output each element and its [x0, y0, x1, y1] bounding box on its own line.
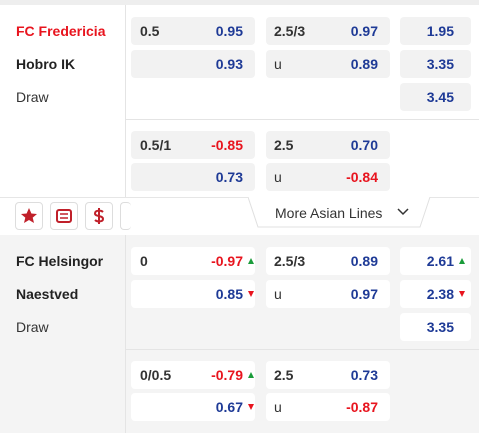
ticket-button[interactable] [50, 202, 78, 230]
away-team: Naestved [16, 286, 79, 302]
under-label: u [274, 286, 282, 302]
handicap-home: -0.97 [211, 253, 243, 269]
under-label: u [274, 56, 282, 72]
under-odds: -0.87 [346, 399, 378, 415]
handicap-cell [131, 361, 255, 389]
favorite-button[interactable] [15, 202, 43, 230]
under-label: u [274, 399, 282, 415]
total-line: 2.5 [274, 137, 294, 153]
x12-odds: 3.45 [426, 89, 454, 105]
line-divider [126, 349, 479, 350]
handicap-cell [131, 247, 255, 275]
under-odds: 0.89 [350, 56, 378, 72]
home-team: FC Helsingor [16, 253, 104, 269]
trend-up [459, 258, 465, 264]
handicap-line: 0/0.5 [140, 367, 172, 383]
over-odds: 0.70 [350, 137, 378, 153]
handicap-line: 0 [140, 253, 148, 269]
under-odds: 0.97 [350, 286, 378, 302]
total-cell [266, 361, 390, 389]
x12-odds: 3.35 [426, 56, 454, 72]
total-cell [266, 131, 390, 159]
total-cell [266, 280, 390, 308]
x12-odds: 2.61 [426, 253, 454, 269]
total-line: 2.5/3 [274, 253, 306, 269]
total-line: 2.5 [274, 367, 294, 383]
handicap-cell [131, 17, 255, 45]
trend-up [248, 372, 254, 378]
handicap-away: 0.93 [215, 56, 243, 72]
over-odds: 0.97 [350, 23, 378, 39]
more-icon [120, 202, 131, 230]
draw-label: Draw [16, 89, 49, 105]
handicap-line: 0.5/1 [140, 137, 172, 153]
total-cell [266, 50, 390, 78]
handicap-line: 0.5 [140, 23, 160, 39]
x12-cell [400, 280, 471, 308]
top-strip [0, 0, 479, 5]
away-team: Hobro IK [16, 56, 76, 72]
handicap-home: -0.85 [211, 137, 243, 153]
handicap-home: -0.79 [211, 367, 243, 383]
handicap-away: 0.67 [215, 399, 243, 415]
home-team: FC Fredericia [16, 23, 106, 39]
column-divider [125, 235, 126, 433]
handicap-home: 0.95 [215, 23, 243, 39]
line-divider [126, 119, 479, 120]
x12-cell [400, 313, 471, 341]
handicap-away: 0.73 [215, 169, 243, 185]
over-odds: 0.73 [350, 367, 378, 383]
x12-cell [400, 17, 471, 45]
handicap-away: 0.85 [215, 286, 243, 302]
total-line: 2.5/3 [274, 23, 306, 39]
under-odds: -0.84 [346, 169, 378, 185]
total-cell [266, 247, 390, 275]
x12-cell [400, 247, 471, 275]
trend-up [248, 258, 254, 264]
under-label: u [274, 169, 282, 185]
trend-down [248, 291, 254, 297]
trend-down [459, 291, 465, 297]
trend-down [248, 404, 254, 410]
handicap-cell [131, 163, 255, 191]
x12-odds: 1.95 [426, 23, 454, 39]
more-lines-tab[interactable] [248, 197, 432, 229]
column-divider [125, 5, 126, 197]
handicap-cell [131, 131, 255, 159]
more-lines-label[interactable]: More Asian Lines [275, 205, 383, 221]
total-cell [266, 163, 390, 191]
dollar-button[interactable] [85, 202, 113, 230]
x12-odds: 2.38 [426, 286, 454, 302]
handicap-cell [131, 50, 255, 78]
x12-odds: 3.35 [426, 319, 454, 335]
x12-cell [400, 50, 471, 78]
total-cell [266, 393, 390, 421]
handicap-cell [131, 393, 255, 421]
over-odds: 0.89 [350, 253, 378, 269]
handicap-cell [131, 280, 255, 308]
draw-label: Draw [16, 319, 49, 335]
x12-cell [400, 83, 471, 111]
total-cell [266, 17, 390, 45]
